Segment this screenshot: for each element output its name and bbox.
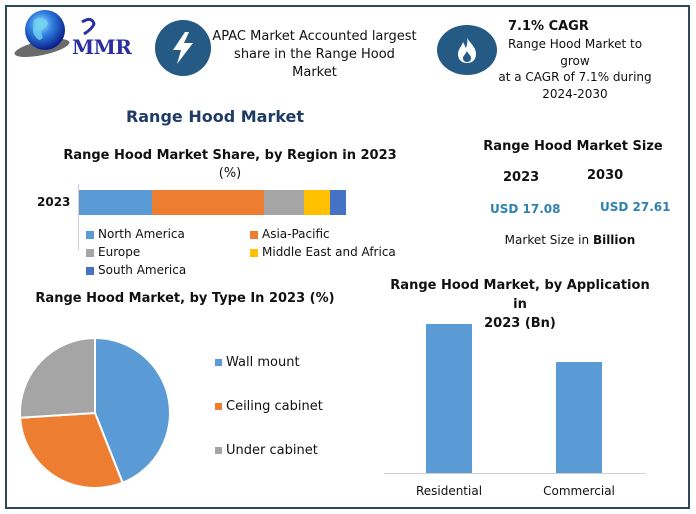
pie-slice-ceiling-cabinet <box>19 411 124 489</box>
pie-slice-wall-mount <box>94 336 171 485</box>
lightning-icon <box>155 20 211 76</box>
region-chart-title: Range Hood Market Share, by Region in 20… <box>60 147 400 183</box>
application-chart-title-line2: 2023 (Bn) <box>484 316 556 331</box>
legend-wall-mount: Wall mount <box>215 355 300 370</box>
apac-info-text: APAC Market Accounted largest share in t… <box>212 28 417 82</box>
market-size-unit-note: Market Size in Billion <box>480 233 660 247</box>
globe-icon <box>14 10 96 57</box>
type-pie-chart <box>19 336 171 489</box>
legend-under-cabinet: Under cabinet <box>215 443 318 458</box>
region-chart-title-line2: (%) <box>218 166 242 181</box>
x-label-commercial: Commercial <box>543 484 615 498</box>
cagr-line2: at a CAGR of 7.1% during <box>498 70 652 84</box>
page-title: Range Hood Market <box>125 107 305 126</box>
market-size-value-2023: USD 17.08 <box>490 202 561 216</box>
market-size-value-2030: USD 27.61 <box>600 200 671 214</box>
bar-commercial <box>556 362 602 473</box>
bar-residential <box>426 324 472 473</box>
bar-segment-north-america <box>79 190 152 215</box>
bar-segment-asia-pacific <box>151 190 265 215</box>
bar-segment-middle-east-and-africa <box>304 190 330 215</box>
type-chart-title: Range Hood Market, by Type In 2023 (%) <box>35 291 335 306</box>
application-chart-baseline <box>384 473 646 474</box>
region-chart-axis <box>78 184 79 250</box>
apac-info-line1: APAC Market Accounted largest <box>212 29 417 44</box>
cagr-title: 7.1% CAGR <box>508 19 589 34</box>
legend-middle-east-africa: Middle East and Africa <box>250 245 396 259</box>
mmr-logo: MMR <box>12 8 142 66</box>
legend-south-america: South America <box>86 263 186 277</box>
market-size-year-2030: 2030 <box>587 168 624 183</box>
bar-segment-south-america <box>329 190 346 215</box>
region-bar-category: 2023 <box>37 195 71 209</box>
legend-asia-pacific: Asia-Pacific <box>250 227 330 241</box>
market-size-year-2023: 2023 <box>503 170 540 185</box>
application-chart-title: Range Hood Market, by Application in 202… <box>385 276 655 333</box>
legend-europe: Europe <box>86 245 140 259</box>
logo-text: MMR <box>72 35 132 59</box>
flame-icon <box>437 25 497 75</box>
market-size-title: Range Hood Market Size <box>483 139 663 154</box>
cagr-info-text: Range Hood Market to grow at a CAGR of 7… <box>494 36 656 102</box>
cagr-line3: 2024-2030 <box>542 86 608 101</box>
application-chart-title-line1: Range Hood Market, by Application in <box>390 278 650 312</box>
legend-ceiling-cabinet: Ceiling cabinet <box>215 399 323 414</box>
unit-note-prefix: Market Size in <box>504 233 593 247</box>
bar-segment-europe <box>264 190 305 215</box>
region-stacked-bar <box>79 190 346 215</box>
cagr-line1: Range Hood Market to grow <box>507 37 643 68</box>
unit-note-bold: Billion <box>592 233 636 247</box>
pie-slice-under-cabinet <box>19 336 96 419</box>
apac-info-line2: share in the Range Hood Market <box>234 47 395 80</box>
legend-north-america: North America <box>86 227 185 241</box>
infographic-frame <box>5 5 690 509</box>
x-label-residential: Residential <box>415 484 483 498</box>
region-chart-title-line1: Range Hood Market Share, by Region in 20… <box>63 148 397 163</box>
